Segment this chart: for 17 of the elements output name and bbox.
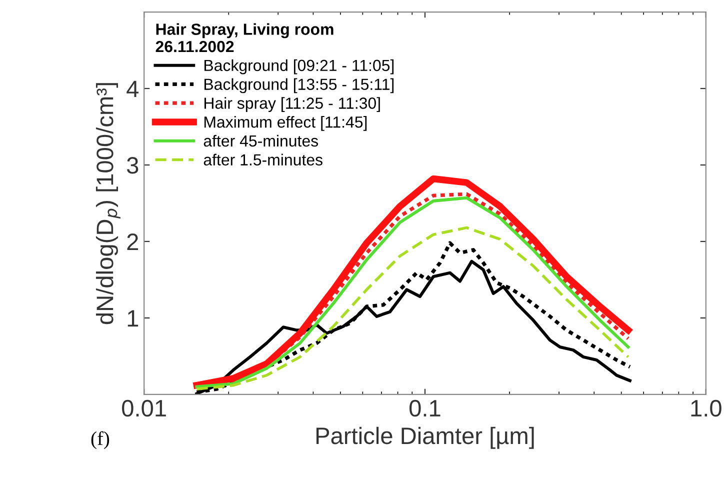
legend-label: Hair spray [11:25 - 11:30]	[204, 97, 380, 112]
y-tick-label: 1	[128, 310, 138, 326]
x-tick-label: 1.0	[691, 400, 722, 417]
y-axis-title: dN/dlog(D$_{p}$) [1000/cm³]	[96, 83, 120, 324]
legend-title: Hair Spray, Living room 26.11.2002	[156, 23, 334, 52]
x-tick-label: 0.1	[410, 400, 440, 417]
text: (f)	[91, 431, 110, 450]
y-tick-label: 2	[127, 234, 138, 250]
legend-label: after 1.5-minutes	[204, 154, 322, 166]
x-axis-title: Particle Diamter [µm]	[316, 426, 534, 449]
legend-label: Background [09:21 - 11:05]	[204, 59, 394, 74]
legend-label: after 45-minutes	[204, 134, 318, 147]
y-tick-label: 3	[126, 157, 138, 174]
legend-label: Background [13:55 - 15:11]	[204, 78, 394, 94]
y-tick-label: 4	[126, 80, 139, 98]
legend-label: Maximum effect [11:45]	[204, 116, 367, 131]
x-tick-label: 0.01	[122, 400, 166, 417]
